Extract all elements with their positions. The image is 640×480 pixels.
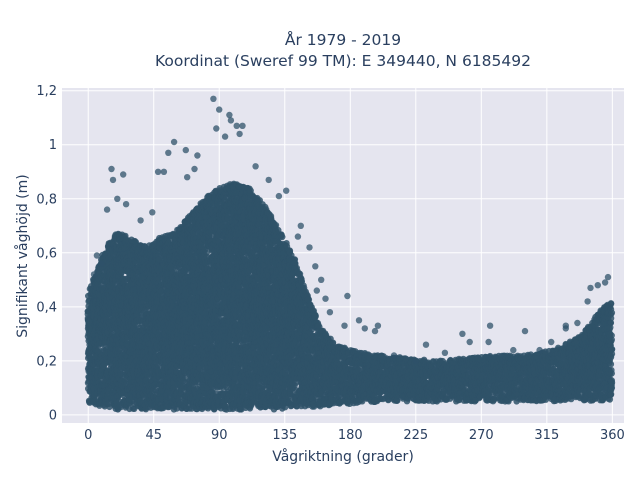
data-points — [84, 95, 616, 413]
